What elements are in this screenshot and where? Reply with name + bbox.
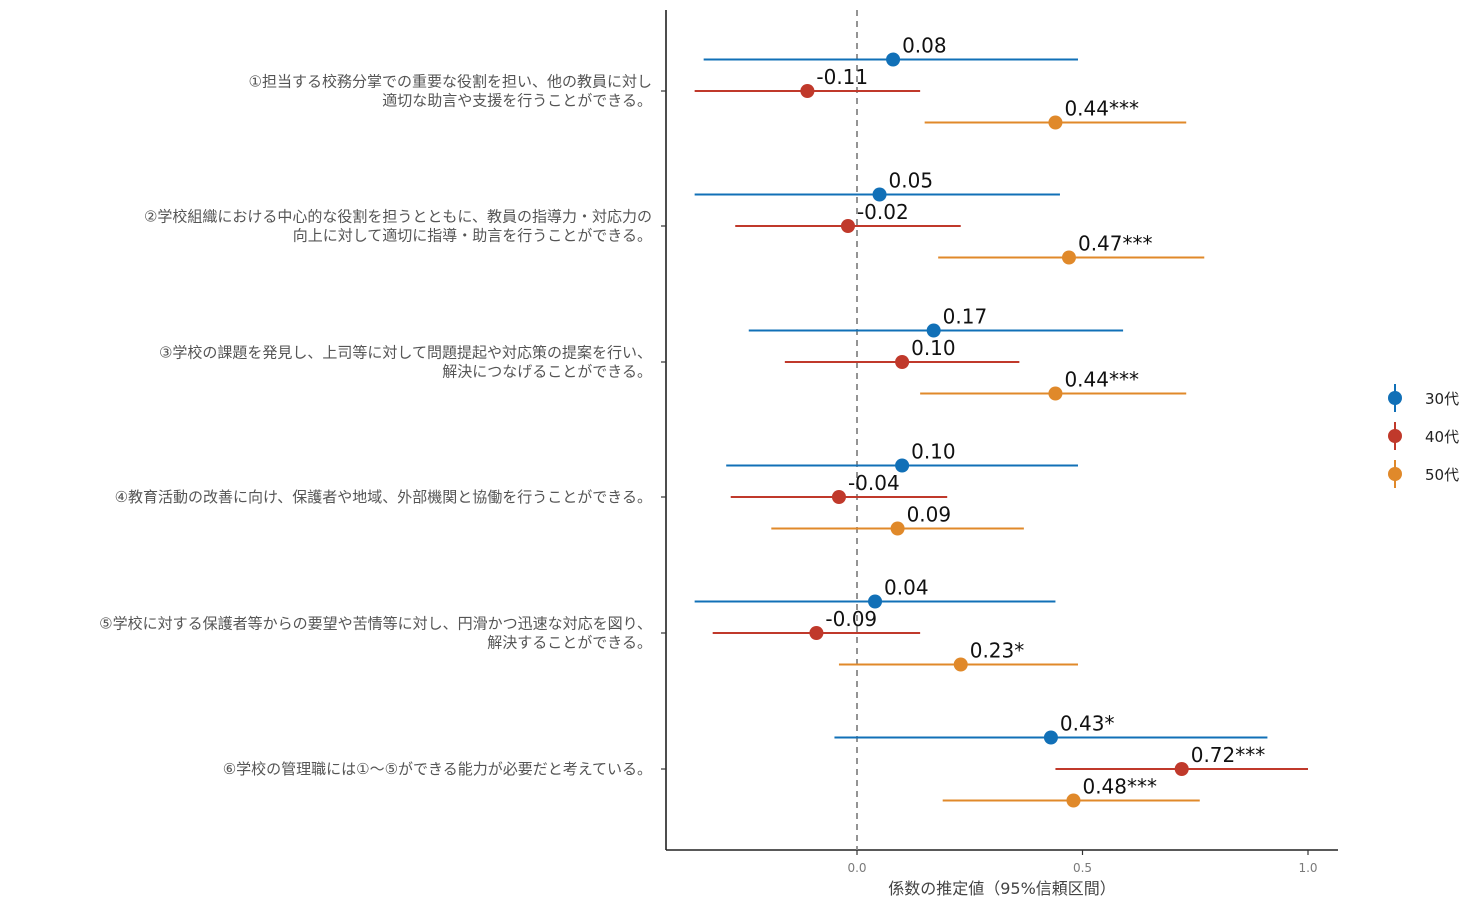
estimate-label: 0.43* [1060,712,1115,736]
x-tick-label: 0.5 [1073,861,1092,875]
estimate-point [1043,730,1058,745]
category-label: ②学校組織における中心的な役割を担うとともに、教員の指導力・対応力の [144,208,652,226]
legend-label: 50代 [1425,466,1459,484]
estimate-point [1066,793,1081,808]
estimate-point [831,490,846,504]
estimate-point [800,84,815,98]
estimate-label: -0.04 [848,471,900,495]
estimate-point [1061,250,1076,265]
category-label: ⑥学校の管理職には①～⑤ができる能力が必要だと考えている。 [223,760,652,778]
category-label: 解決につなげることができる。 [442,363,652,381]
estimate-point [890,521,905,536]
estimate-point [1048,115,1063,130]
legend-label: 30代 [1425,390,1459,408]
category-label: ⑤学校に対する保護者等からの要望や苦情等に対し、円滑かつ迅速な対応を図り、 [99,615,652,633]
estimate-label: 0.44*** [1064,368,1139,392]
estimate-label: 0.48*** [1082,775,1157,799]
estimate-point [1174,762,1189,776]
estimate-point [886,52,901,67]
estimate-label: 0.05 [889,169,934,193]
estimate-label: -0.11 [816,65,868,89]
legend-label: 40代 [1425,428,1459,446]
category-label: ①担当する校務分掌での重要な役割を担い、他の教員に対し [249,73,652,91]
category-label: 解決することができる。 [487,634,652,652]
estimate-point [868,594,883,609]
estimate-label: -0.02 [857,200,909,224]
estimate-label: 0.23* [970,639,1025,663]
x-tick-label: 0.0 [847,861,866,875]
category-label: ③学校の課題を発見し、上司等に対して問題提起や対応策の提案を行い、 [159,344,652,362]
category-label: ④教育活動の改善に向け、保護者や地域、外部機関と協働を行うことができる。 [115,488,652,506]
x-tick-label: 1.0 [1298,861,1317,875]
estimate-point [895,355,910,369]
x-axis-title: 係数の推定値（95%信頼区間） [888,879,1116,898]
category-label: 向上に対して適切に指導・助言を行うことができる。 [293,227,652,245]
estimate-point [895,458,910,473]
estimate-marks: 0.08 -0.11 0.44*** 0.05 -0.02 0.47*** 0.17 0.10… [694,34,1308,808]
legend-key-point [1388,429,1402,443]
estimate-point [840,219,855,233]
legend-key-point [1388,391,1402,405]
estimate-label: 0.72*** [1191,743,1266,767]
estimate-label: 0.10 [911,336,956,360]
category-labels: ①担当する校務分掌での重要な役割を担い、他の教員に対し適切な助言や支援を行うこと… [99,73,652,779]
category-label: 適切な助言や支援を行うことができる。 [382,92,652,110]
estimate-label: 0.10 [911,440,956,464]
estimate-label: 0.08 [902,34,947,58]
estimate-label: 0.09 [907,503,952,527]
estimate-label: -0.09 [825,607,877,631]
estimate-point [1048,386,1063,401]
legend-key-point [1388,467,1402,481]
estimate-label: 0.17 [943,305,988,329]
axes [661,10,1338,851]
estimate-point [926,323,941,338]
estimate-point [953,657,968,672]
estimate-point [809,626,824,640]
legend: 30代 40代 50代 [1388,384,1459,488]
estimate-label: 0.04 [884,576,929,600]
estimate-label: 0.47*** [1078,232,1153,256]
estimate-point [872,187,887,202]
estimate-label: 0.44*** [1064,97,1139,121]
x-axis-ticks: 0.0 0.5 1.0 [847,850,1318,875]
